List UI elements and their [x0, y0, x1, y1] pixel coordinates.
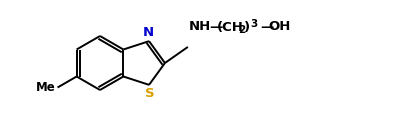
- Text: (CH: (CH: [217, 20, 244, 34]
- Text: —: —: [209, 20, 222, 34]
- Text: —: —: [260, 20, 273, 34]
- Text: S: S: [145, 87, 155, 100]
- Text: ): ): [244, 20, 250, 34]
- Text: 3: 3: [250, 19, 257, 29]
- Text: 2: 2: [238, 25, 245, 35]
- Text: OH: OH: [269, 20, 291, 34]
- Text: NH: NH: [189, 20, 211, 34]
- Text: Me: Me: [36, 81, 56, 94]
- Text: N: N: [142, 26, 154, 39]
